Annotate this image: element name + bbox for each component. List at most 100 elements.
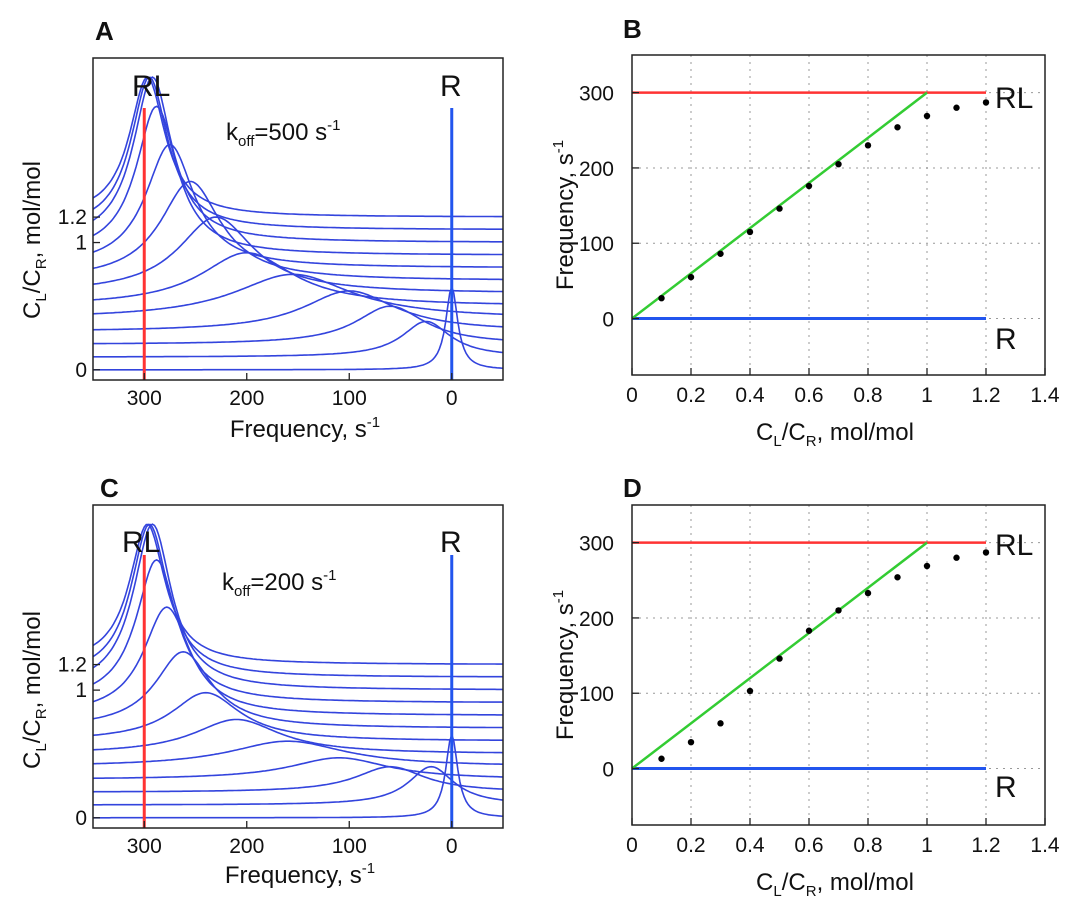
spectrum-trace [92,606,503,716]
panel-letter-a: A [95,16,114,46]
x-tick-label: 0.8 [853,384,882,407]
panel-d-y-ticks: 0 100 200 300 [579,533,639,782]
spectrum-trace [92,273,504,316]
panel-b-x-ticks: 0 0.2 0.4 0.6 0.8 1 1.2 1.4 [626,368,1060,407]
panel-d-data-points [658,549,990,762]
y-tick-label: 300 [579,533,614,556]
y-tick-label: 1.2 [58,206,87,229]
spectrum-trace [92,76,503,243]
x-tick-label: 1 [921,834,933,857]
panel-letter-d: D [623,473,642,503]
x-tick-label: 200 [229,835,264,858]
x-tick-label: 100 [332,387,367,410]
panel-d-x-axis-label: CL/CR, mol/mol [756,869,914,900]
panel-c-r-label: R [440,526,462,559]
data-point [805,182,813,190]
spectrum-trace [92,216,504,293]
spectrum-trace [92,76,503,230]
panel-c-x-axis-label: Frequency, s-1 [225,860,375,889]
data-point [687,273,695,281]
data-point [717,720,724,727]
x-tick-label: 0 [626,384,638,407]
data-point [835,607,842,614]
x-tick-label: 0 [446,835,458,858]
data-point [864,589,872,597]
y-tick-label: 200 [579,608,614,631]
panel-letter-b: B [623,14,642,44]
spectrum-trace [93,284,504,371]
data-point [953,104,960,111]
y-tick-label: 1 [75,232,87,255]
panel-c-x-ticks: 300 200 100 0 [127,821,458,858]
panel-a-plot-frame [92,57,504,381]
panel-a-spectra-chart: 300 200 100 0 011.2 RL R koff=500 s-1 Frequ… [19,57,504,443]
data-point [746,228,754,236]
data-point [953,554,960,561]
panel-d-frequency-chart: 0 0.2 0.4 0.6 0.8 1 1.2 1.4 0 100 200 300 RL R CL/… [550,504,1060,900]
x-tick-label: 0.4 [735,834,765,857]
panel-b-y-ticks: 0 100 200 300 [579,83,639,332]
data-point [776,655,783,662]
y-tick-label: 0 [602,759,614,782]
x-tick-label: 1.2 [971,384,1000,407]
spectrum-trace [93,305,504,345]
panel-c-koff-annotation: koff=200 s-1 [222,567,336,600]
panel-b-rl-label: RL [995,82,1033,115]
panel-b-data-points [658,99,990,302]
spectrum-trace [92,650,504,729]
panel-d-rl-label: RL [995,529,1033,562]
spectrum-trace [92,251,503,305]
data-point [982,99,990,106]
data-point [923,112,931,120]
y-tick-label: 300 [579,83,614,106]
x-tick-label: 100 [332,835,367,858]
spectrum-trace [92,757,503,780]
panel-a-y-ticks: 011.2 [58,206,100,382]
data-point [658,755,665,762]
y-tick-label: 0 [602,309,614,332]
spectrum-trace [92,523,503,665]
spectrum-trace [93,732,504,819]
panel-b-x-axis-label: CL/CR, mol/mol [756,419,914,450]
panel-c-y-axis-label: CL/CR, mol/mol [19,611,50,769]
panel-a-x-axis-label: Frequency, s-1 [230,414,380,443]
data-point [835,160,842,168]
x-tick-label: 0.8 [853,834,882,857]
x-tick-label: 1.2 [971,834,1000,857]
spectrum-trace [93,320,504,358]
spectrum-trace [92,718,504,754]
panel-d-y-axis-label: Frequency, s-1 [550,590,579,740]
panel-a-r-label: R [440,70,462,103]
data-point [923,562,931,570]
x-tick-label: 0.4 [735,384,765,407]
panel-b-y-axis-label: Frequency, s-1 [550,140,579,290]
panel-d-r-label: R [995,771,1017,804]
x-tick-label: 300 [127,387,162,410]
y-tick-label: 100 [579,683,614,706]
panel-a-koff-annotation: koff=500 s-1 [226,117,340,150]
spectrum-trace [93,740,503,765]
x-tick-label: 300 [127,835,162,858]
panel-a-spectra-group [92,76,504,371]
panel-a-x-ticks: 300 200 100 0 [127,373,458,410]
data-point [658,295,665,302]
spectrum-trace [92,290,504,331]
spectrum-trace [92,523,503,691]
panel-a-rl-label: RL [132,70,170,103]
spectrum-trace [92,691,503,741]
panel-d-x-ticks: 0 0.2 0.4 0.6 0.8 1 1.2 1.4 [626,818,1060,857]
x-tick-label: 1.4 [1030,384,1060,407]
data-point [894,124,901,131]
x-tick-label: 0.2 [676,834,705,857]
x-tick-label: 200 [229,387,264,410]
panel-c-plot-frame [92,504,504,829]
spectrum-trace [92,76,503,218]
x-tick-label: 0 [626,834,638,857]
spectrum-trace [92,765,504,793]
y-tick-label: 200 [579,158,614,181]
spectrum-trace [92,143,503,268]
panel-c-y-ticks: 011.2 [58,654,100,830]
data-point [717,250,724,257]
y-tick-label: 1 [75,679,87,702]
